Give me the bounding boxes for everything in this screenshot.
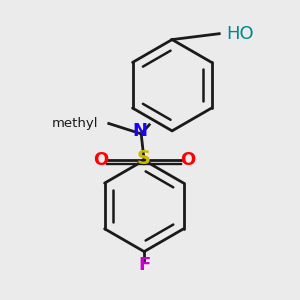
Text: O: O: [93, 151, 109, 169]
Text: N: N: [132, 122, 147, 140]
Text: HO: HO: [226, 25, 254, 43]
Text: S: S: [137, 149, 151, 168]
Text: O: O: [180, 151, 195, 169]
Text: methyl: methyl: [52, 117, 98, 130]
Text: F: F: [138, 256, 150, 274]
